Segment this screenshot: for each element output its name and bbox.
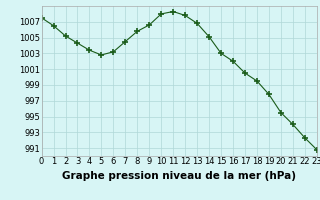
X-axis label: Graphe pression niveau de la mer (hPa): Graphe pression niveau de la mer (hPa)	[62, 171, 296, 181]
